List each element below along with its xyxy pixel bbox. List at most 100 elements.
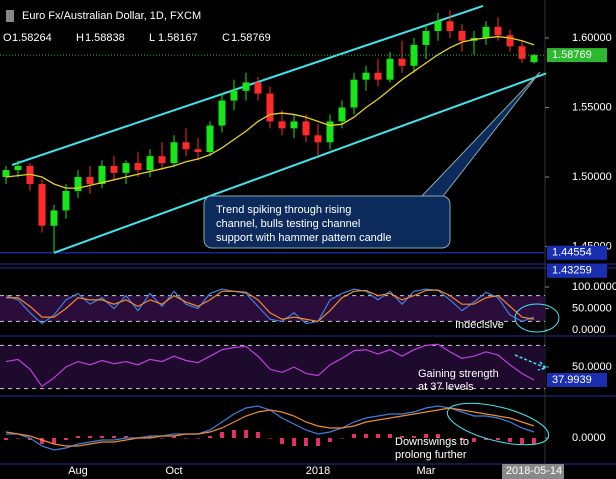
histogram-bar bbox=[460, 438, 464, 440]
histogram-bar bbox=[340, 438, 344, 439]
ohlc-key: L bbox=[149, 32, 155, 44]
callout-text: Trend spiking through rising bbox=[216, 204, 351, 216]
candle-body bbox=[50, 210, 58, 226]
price-tag-label: 1.44554 bbox=[552, 247, 592, 259]
value-tag bbox=[547, 372, 607, 387]
histogram-bar bbox=[280, 438, 284, 444]
histogram-bar bbox=[196, 438, 200, 439]
ohlc-value: 1.58838 bbox=[85, 32, 125, 44]
indicator-line bbox=[5, 288, 535, 325]
candle-body bbox=[374, 72, 382, 80]
candle-body bbox=[206, 125, 214, 152]
price-tag bbox=[547, 245, 607, 260]
x-tick-label: Oct bbox=[165, 465, 182, 477]
candle-body bbox=[74, 177, 82, 191]
histogram-bar bbox=[112, 436, 116, 438]
candle-body bbox=[386, 58, 394, 80]
histogram-bar bbox=[148, 436, 152, 438]
annotation: Gaining strength bbox=[418, 368, 499, 380]
histogram-bar bbox=[52, 438, 56, 444]
ohlc-value: 1.58264 bbox=[12, 32, 52, 44]
histogram-bar bbox=[232, 430, 236, 438]
callout-text: support with hammer pattern candle bbox=[216, 232, 391, 244]
x-tick-label: 2018 bbox=[306, 465, 330, 477]
histogram-bar bbox=[64, 438, 68, 440]
histogram-bar bbox=[88, 436, 92, 438]
ohlc-key: H bbox=[76, 32, 84, 44]
candle-body bbox=[278, 121, 286, 129]
x-label-box bbox=[502, 464, 564, 479]
ohlc-key: C bbox=[222, 32, 230, 44]
candle-body bbox=[146, 156, 154, 171]
candle-body bbox=[350, 79, 358, 108]
histogram-bar bbox=[532, 438, 536, 444]
price-tag-label: 1.43259 bbox=[552, 265, 592, 277]
histogram-bar bbox=[400, 436, 404, 438]
histogram-bar bbox=[412, 436, 416, 438]
histogram-bar bbox=[172, 436, 176, 438]
y-tick-label: 1.55000 bbox=[572, 101, 612, 113]
symbol-icon bbox=[6, 10, 14, 22]
candle-body bbox=[494, 26, 502, 36]
histogram-bar bbox=[4, 438, 8, 440]
candle-body bbox=[242, 82, 250, 91]
x-tick-label: Mar bbox=[417, 465, 436, 477]
candle-body bbox=[530, 55, 538, 63]
candle-body bbox=[110, 165, 118, 173]
histogram-bar bbox=[352, 434, 356, 438]
histogram-bar bbox=[508, 438, 512, 442]
annotation: Downswings to bbox=[395, 436, 469, 448]
chart-title: Euro Fx/Australian Dollar, 1D, FXCM bbox=[22, 10, 201, 22]
histogram-bar bbox=[376, 434, 380, 438]
callout-text: channel, bulls testing channel bbox=[216, 218, 360, 230]
histogram-bar bbox=[436, 434, 440, 438]
histogram-bar bbox=[16, 438, 20, 439]
annotation: at 37 levels bbox=[418, 381, 474, 393]
candle-body bbox=[38, 183, 46, 226]
annotation: prolong further bbox=[395, 449, 467, 461]
candle-body bbox=[254, 82, 262, 94]
histogram-bar bbox=[316, 438, 320, 446]
histogram-bar bbox=[268, 438, 272, 439]
y-tick-label: 1.50000 bbox=[572, 171, 612, 183]
price-tag bbox=[547, 263, 607, 278]
y-tick-label: 50.0000 bbox=[572, 302, 612, 314]
candle-body bbox=[134, 163, 142, 171]
histogram-bar bbox=[208, 436, 212, 438]
histogram-bar bbox=[256, 432, 260, 438]
candle-body bbox=[26, 165, 34, 184]
histogram-bar bbox=[424, 434, 428, 438]
x-tick-label: 2018-05-14 bbox=[506, 465, 562, 477]
candle-body bbox=[434, 21, 442, 32]
candle-body bbox=[362, 72, 370, 80]
ohlc-key: O bbox=[3, 32, 12, 44]
y-tick-label: 50.0000 bbox=[572, 361, 612, 373]
histogram-bar bbox=[40, 438, 44, 444]
histogram-bar bbox=[76, 436, 80, 438]
candle-body bbox=[230, 90, 238, 101]
candle-body bbox=[326, 121, 334, 143]
candle-body bbox=[170, 142, 178, 164]
candle-body bbox=[506, 35, 514, 47]
last-price-label: 1.58769 bbox=[552, 49, 592, 61]
candle-body bbox=[422, 31, 430, 45]
highlight-ellipse bbox=[514, 303, 560, 333]
macd-line bbox=[5, 407, 535, 447]
histogram-bar bbox=[184, 438, 188, 439]
y-tick-label: 1.60000 bbox=[572, 32, 612, 44]
histogram-bar bbox=[244, 430, 248, 438]
candle-body bbox=[86, 177, 94, 184]
candle-body bbox=[98, 165, 106, 184]
annotation: Indecisive bbox=[455, 319, 504, 331]
histogram-bar bbox=[160, 438, 164, 439]
candle-body bbox=[158, 156, 166, 164]
candle-body bbox=[338, 107, 346, 122]
candle-body bbox=[62, 190, 70, 211]
header-bg bbox=[0, 4, 335, 48]
x-tick-label: Aug bbox=[68, 465, 88, 477]
y-tick-label: 0.0000 bbox=[572, 324, 606, 336]
candle-body bbox=[398, 58, 406, 66]
histogram-bar bbox=[292, 438, 296, 446]
callout-box bbox=[203, 195, 451, 249]
